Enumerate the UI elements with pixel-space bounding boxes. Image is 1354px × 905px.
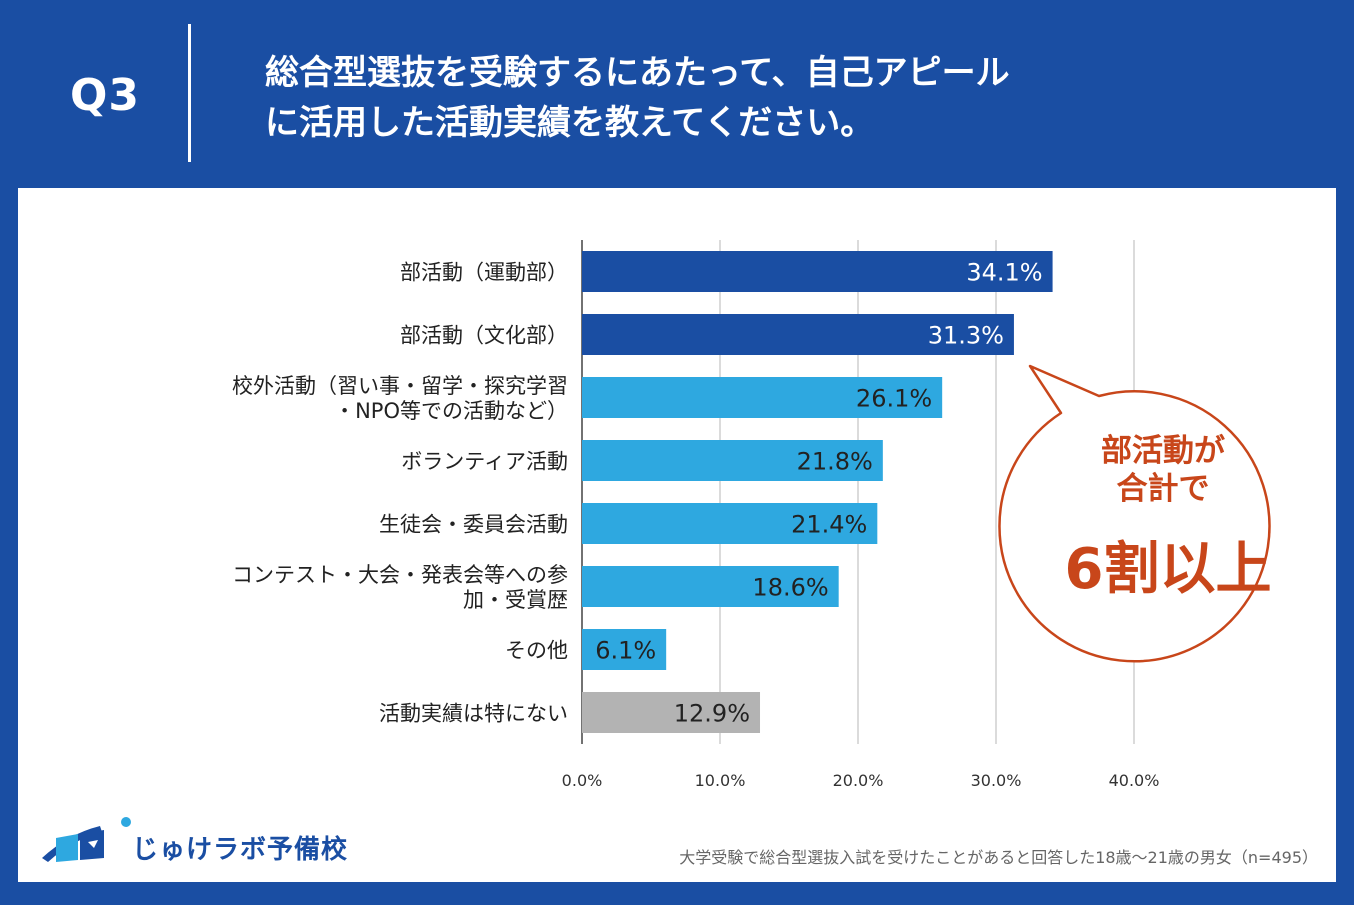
- bar: [582, 503, 878, 544]
- data-label: 34.1%: [966, 259, 1042, 287]
- bar: [582, 377, 943, 418]
- category-label: 校外活動（習い事・留学・探究学習・NPO等での活動など）: [232, 374, 568, 423]
- bar: [582, 566, 839, 607]
- category-label: 活動実績は特にない: [379, 702, 568, 726]
- category-label: その他: [505, 639, 568, 663]
- bar: [582, 314, 1014, 355]
- category-label-line: 加・受賞歴: [463, 588, 568, 612]
- x-tick-label: 10.0%: [695, 771, 746, 790]
- category-label-line: 生徒会・委員会活動: [379, 513, 568, 537]
- header-divider: [188, 24, 191, 162]
- callout-line1: 部活動が: [1101, 433, 1225, 469]
- question-number: Q3: [70, 70, 141, 121]
- category-label-line: 部活動（運動部）: [400, 261, 568, 285]
- bar-chart: 0.0% 10.0% 20.0% 30.0% 40.0% 34.1% 部活動（運動部） 31.…: [232, 240, 1271, 790]
- callout-text-top: 部活動が 合計で: [1063, 432, 1263, 508]
- x-tick-label: 0.0%: [562, 771, 603, 790]
- bar: [582, 440, 883, 481]
- category-label: コンテスト・大会・発表会等への参加・受賞歴: [232, 563, 568, 612]
- category-label-line: ・NPO等での活動など）: [334, 399, 568, 423]
- data-label: 18.6%: [752, 574, 828, 602]
- data-label: 31.3%: [928, 322, 1004, 350]
- bar: [582, 251, 1053, 292]
- category-label: 部活動（文化部）: [400, 324, 568, 348]
- bar: [582, 629, 667, 670]
- x-tick-label: 20.0%: [833, 771, 884, 790]
- category-label: 生徒会・委員会活動: [379, 513, 568, 537]
- category-label-line: 校外活動（習い事・留学・探究学習: [232, 374, 568, 398]
- category-label-line: 活動実績は特にない: [379, 702, 568, 726]
- category-label-line: その他: [505, 639, 568, 663]
- data-label: 26.1%: [856, 385, 932, 413]
- data-label: 21.8%: [797, 448, 873, 476]
- logo-text: じゅけラボ予備校: [132, 835, 349, 865]
- x-tick-label: 30.0%: [971, 771, 1022, 790]
- question-title: 総合型選抜を受験するにあたって、自己アピール に活用した活動実績を教えてください…: [265, 48, 1325, 148]
- category-label-line: ボランティア活動: [401, 450, 568, 474]
- question-title-line2: に活用した活動実績を教えてください。: [265, 103, 875, 143]
- data-label: 21.4%: [791, 511, 867, 539]
- category-label-line: コンテスト・大会・発表会等への参: [232, 563, 568, 587]
- data-label: 12.9%: [674, 700, 750, 728]
- callout-highlight: 6割以上: [1064, 537, 1272, 602]
- header: Q3 総合型選抜を受験するにあたって、自己アピール に活用した活動実績を教えてく…: [0, 0, 1354, 188]
- callout-line2: 合計で: [1116, 471, 1210, 507]
- book-logo-icon: [42, 817, 131, 862]
- category-label: 部活動（運動部）: [400, 261, 568, 285]
- callout-bubble: [998, 364, 1271, 663]
- x-tick-label: 40.0%: [1109, 771, 1160, 790]
- category-label-line: 部活動（文化部）: [400, 324, 568, 348]
- question-title-line1: 総合型選抜を受験するにあたって、自己アピール: [265, 53, 1010, 93]
- data-label: 6.1%: [595, 637, 656, 665]
- bar: [582, 692, 761, 733]
- chart-panel: 0.0% 10.0% 20.0% 30.0% 40.0% 34.1% 部活動（運動部） 31.…: [18, 188, 1336, 882]
- footnote: 大学受験で総合型選抜入試を受けたことがあると回答した18歳～21歳の男女（n=4…: [679, 848, 1318, 867]
- category-label: ボランティア活動: [401, 450, 568, 474]
